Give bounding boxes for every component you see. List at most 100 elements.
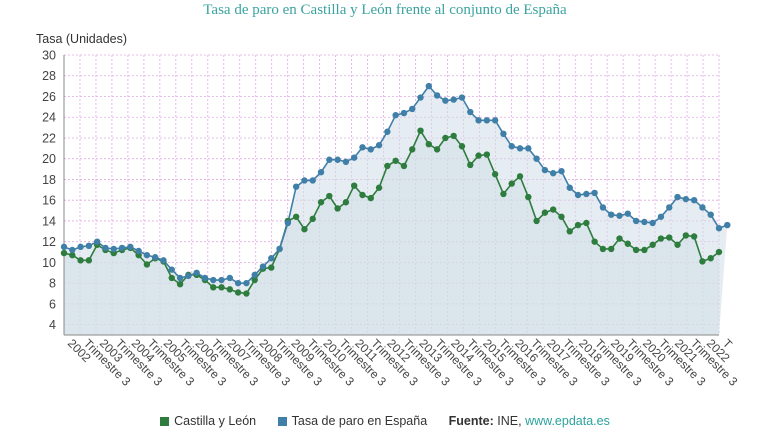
data-point-0 — [210, 284, 217, 291]
data-point-1 — [433, 92, 441, 99]
data-point-0 — [433, 146, 441, 153]
data-point-1 — [243, 279, 250, 287]
data-point-1 — [566, 184, 573, 191]
data-point-1 — [268, 255, 275, 262]
y-axis-label: Tasa (Unidades) — [36, 32, 127, 46]
data-point-0 — [243, 290, 250, 297]
data-point-1 — [176, 274, 184, 282]
data-point-1 — [367, 146, 374, 153]
data-point-1 — [591, 189, 598, 197]
data-point-1 — [127, 243, 134, 251]
data-point-0 — [309, 215, 316, 223]
data-point-0 — [77, 257, 84, 264]
data-point-1 — [276, 245, 283, 253]
data-point-1 — [292, 183, 300, 190]
data-point-1 — [525, 145, 532, 152]
data-point-0 — [400, 162, 408, 170]
legend-swatch-castilla — [160, 417, 170, 426]
data-point-1 — [666, 204, 673, 211]
data-point-0 — [234, 289, 242, 296]
data-point-0 — [541, 209, 549, 216]
data-point-0 — [666, 234, 673, 241]
data-point-1 — [417, 94, 424, 101]
data-point-1 — [193, 269, 200, 276]
data-point-0 — [674, 241, 681, 248]
data-point-0 — [699, 258, 706, 265]
data-point-1 — [301, 177, 308, 184]
data-point-0 — [450, 132, 457, 140]
y-tick-label: 6 — [49, 297, 56, 311]
data-point-0 — [715, 248, 723, 256]
data-point-1 — [168, 266, 175, 273]
data-point-1 — [715, 224, 723, 232]
data-point-1 — [118, 244, 126, 252]
data-point-1 — [400, 109, 408, 117]
data-point-0 — [525, 193, 532, 201]
data-point-1 — [583, 190, 590, 198]
data-point-1 — [93, 238, 101, 245]
data-point-0 — [574, 221, 582, 229]
data-point-1 — [458, 94, 466, 101]
data-point-0 — [491, 171, 499, 178]
data-point-0 — [608, 245, 615, 253]
data-point-1 — [624, 210, 631, 217]
data-point-0 — [334, 205, 341, 212]
data-point-0 — [143, 261, 151, 268]
source-link[interactable]: www.epdata.es — [525, 414, 610, 428]
data-point-1 — [77, 243, 84, 251]
y-tick-label: 16 — [42, 194, 56, 208]
data-point-1 — [110, 245, 117, 253]
data-point-1 — [392, 111, 399, 119]
data-point-1 — [143, 251, 151, 259]
y-tick-label: 18 — [42, 173, 56, 187]
data-point-1 — [649, 219, 656, 227]
series-areas — [64, 86, 728, 335]
legend-item-castilla[interactable]: Castilla y León — [160, 414, 256, 428]
data-point-0 — [409, 146, 416, 153]
data-point-1 — [350, 154, 358, 161]
data-point-1 — [226, 274, 234, 282]
data-point-1 — [160, 257, 167, 264]
data-point-1 — [425, 82, 433, 90]
data-point-1 — [574, 191, 582, 199]
data-point-0 — [558, 213, 565, 220]
data-point-0 — [342, 199, 350, 206]
data-point-0 — [616, 235, 623, 242]
data-point-1 — [317, 168, 325, 176]
y-tick-label: 26 — [42, 90, 56, 104]
data-point-1 — [284, 219, 292, 227]
data-point-1 — [674, 193, 681, 201]
legend-swatch-espana — [277, 417, 287, 426]
data-point-1 — [135, 247, 142, 255]
data-point-0 — [566, 228, 573, 235]
data-point-0 — [632, 246, 640, 254]
data-point-1 — [234, 279, 242, 287]
data-point-1 — [500, 130, 507, 138]
data-point-0 — [442, 134, 449, 142]
data-point-1 — [326, 156, 333, 163]
data-point-1 — [508, 143, 515, 150]
series-area-0 — [64, 130, 719, 335]
data-point-0 — [657, 235, 665, 242]
y-tick-label: 20 — [42, 152, 56, 166]
legend-item-espana[interactable]: Tasa de paro en España — [277, 414, 427, 428]
data-point-1 — [259, 263, 267, 270]
data-point-1 — [491, 117, 499, 124]
data-point-0 — [549, 206, 557, 213]
data-point-1 — [549, 170, 557, 177]
data-point-1 — [690, 196, 698, 204]
data-point-1 — [309, 177, 316, 184]
y-tick-label: 12 — [42, 235, 56, 249]
data-point-1 — [599, 204, 607, 211]
data-point-1 — [483, 117, 491, 124]
data-point-1 — [342, 158, 350, 166]
data-point-1 — [533, 155, 540, 162]
data-point-1 — [541, 166, 549, 174]
data-point-1 — [682, 195, 690, 203]
data-point-0 — [641, 246, 648, 254]
legend-label-castilla: Castilla y León — [174, 414, 257, 428]
data-point-1 — [375, 142, 383, 149]
data-point-0 — [375, 184, 383, 191]
data-point-0 — [326, 192, 333, 200]
